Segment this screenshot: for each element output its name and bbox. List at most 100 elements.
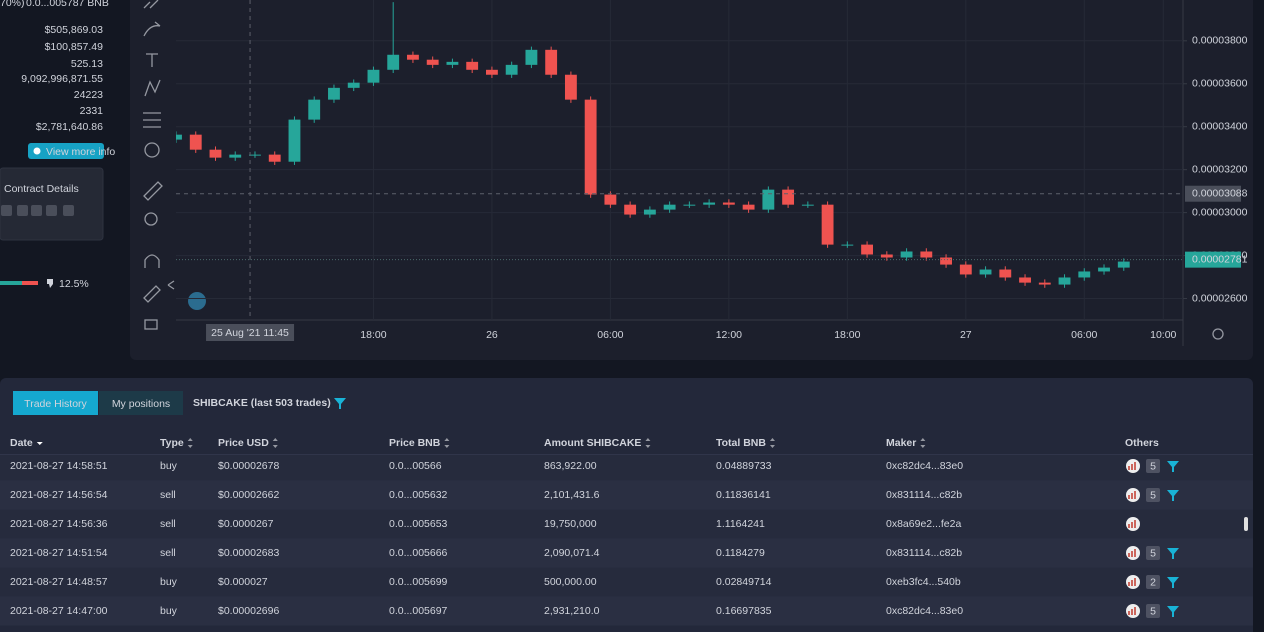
tool-ruler[interactable] xyxy=(143,181,163,201)
tool-trend[interactable] xyxy=(143,0,159,9)
candle-body xyxy=(347,82,360,88)
candle-body xyxy=(880,254,893,258)
y-tick-label: 0.00003600 xyxy=(1192,78,1248,90)
column-header[interactable]: Total BNB xyxy=(716,437,766,449)
chart-icon[interactable] xyxy=(1126,546,1140,560)
candle-body xyxy=(959,264,972,275)
table-cell: 0.02849714 xyxy=(716,576,772,588)
table-cell: $0.00002678 xyxy=(218,460,279,472)
chart-icon-bars xyxy=(1128,491,1136,499)
candle-body xyxy=(426,59,439,65)
table-cell: $0.0000267 xyxy=(218,518,274,530)
last-price-box xyxy=(1185,251,1241,268)
candle-body xyxy=(782,189,795,205)
stat-value: 9,092,996,871.55 xyxy=(21,73,103,85)
candle-body xyxy=(367,69,380,83)
tab-inactive[interactable] xyxy=(99,391,183,415)
tool-magnet[interactable] xyxy=(144,254,160,268)
stat-value: 2331 xyxy=(80,105,104,117)
row-filter-icon[interactable] xyxy=(1167,577,1179,588)
x-tick-label: 10:00 xyxy=(1150,329,1176,341)
table-cell: 2021-08-27 14:58:51 xyxy=(10,460,108,472)
table-cell: 0.0...005653 xyxy=(389,518,448,530)
table-cell: 0.0...00566 xyxy=(389,460,442,472)
row-filter-icon[interactable] xyxy=(1167,490,1179,501)
scrollbar-thumb[interactable] xyxy=(1244,517,1248,531)
column-header[interactable]: Type xyxy=(160,437,184,449)
row-filter-icon[interactable] xyxy=(1167,461,1179,472)
chart-icon[interactable] xyxy=(1126,488,1140,502)
table-cell[interactable]: 0x8a69e2...fe2a xyxy=(886,518,961,530)
table-cell: buy xyxy=(160,576,178,588)
badge xyxy=(1146,459,1160,473)
badge xyxy=(1146,575,1160,589)
candles xyxy=(176,2,1130,288)
sentiment-value: 12.5% xyxy=(59,278,89,290)
candle-body xyxy=(229,154,242,158)
chart-icon[interactable] xyxy=(1126,459,1140,473)
tool-lock-drawings[interactable] xyxy=(143,285,161,303)
contract-icon xyxy=(17,205,28,216)
table-cell[interactable]: 0xc82dc4...83e0 xyxy=(886,605,963,617)
candle-body xyxy=(545,49,558,75)
table-cell: sell xyxy=(160,489,176,501)
column-header[interactable]: Amount SHIBCAKE xyxy=(544,437,641,449)
tab-active[interactable] xyxy=(13,391,98,415)
badge-count: 5 xyxy=(1150,460,1156,472)
collapse-arrow[interactable] xyxy=(167,280,175,290)
tool-brush[interactable] xyxy=(143,21,161,37)
table-cell[interactable]: 0x831114...c82b xyxy=(886,547,962,559)
column-header[interactable]: Maker xyxy=(886,437,916,449)
table-cell[interactable]: 0xc82dc4...83e0 xyxy=(886,460,963,472)
filter-icon[interactable] xyxy=(334,398,346,409)
crosshair-y-label: 0.00003088 xyxy=(1192,187,1248,199)
tool-lock[interactable] xyxy=(144,319,158,330)
table-cell: 2021-08-27 14:48:57 xyxy=(10,576,108,588)
chart-icon[interactable] xyxy=(1126,517,1140,531)
crosshair-x-label: 25 Aug '21 11:45 xyxy=(211,327,289,339)
column-header[interactable]: Price BNB xyxy=(389,437,441,449)
price-change: 70%) xyxy=(0,0,25,9)
candle-body xyxy=(979,269,992,275)
tool-emoji[interactable] xyxy=(144,142,160,158)
candle-body xyxy=(841,244,854,246)
candle-body xyxy=(525,49,538,65)
y-tick-label: 0.00003200 xyxy=(1192,163,1248,175)
contract-title: Contract Details xyxy=(4,183,79,195)
tab-label[interactable]: Trade History xyxy=(24,398,87,410)
table-cell[interactable]: 0xeb3fc4...540b xyxy=(886,576,961,588)
tab-label[interactable]: My positions xyxy=(112,398,170,410)
chart-icon[interactable] xyxy=(1126,604,1140,618)
candle-body xyxy=(683,204,696,206)
contract-icon xyxy=(31,205,42,216)
view-more-button[interactable] xyxy=(28,143,104,159)
table-cell: 863,922.00 xyxy=(544,460,597,472)
chart-icon[interactable] xyxy=(1126,575,1140,589)
table-cell[interactable]: 0x831114...c82b xyxy=(886,489,962,501)
candle-body xyxy=(703,202,716,205)
row-filter-icon[interactable] xyxy=(1167,606,1179,617)
candle-body xyxy=(1038,282,1051,285)
tool-pattern[interactable] xyxy=(144,79,161,97)
row-background xyxy=(0,451,1253,481)
tool-text[interactable] xyxy=(146,53,158,67)
badge-count: 5 xyxy=(1150,489,1156,501)
column-header[interactable]: Date xyxy=(10,437,33,449)
tool-fib[interactable] xyxy=(143,112,161,128)
tool-zoom[interactable] xyxy=(144,212,158,226)
badge xyxy=(1146,488,1160,502)
badge xyxy=(1146,604,1160,618)
badge xyxy=(1146,546,1160,560)
candle-body xyxy=(466,61,479,70)
settings-icon[interactable] xyxy=(1212,328,1224,340)
table-cell: 0.16697835 xyxy=(716,605,772,617)
y-tick-label: 0.00003400 xyxy=(1192,120,1248,132)
candle-body xyxy=(742,204,755,210)
table-cell: 0.04889733 xyxy=(716,460,772,472)
column-header[interactable]: Price USD xyxy=(218,437,269,449)
row-filter-icon[interactable] xyxy=(1167,548,1179,559)
table-cell: 2021-08-27 14:56:54 xyxy=(10,489,108,501)
table-cell: buy xyxy=(160,605,178,617)
candle-body xyxy=(1117,261,1130,268)
x-tick-label: 18:00 xyxy=(834,329,860,341)
